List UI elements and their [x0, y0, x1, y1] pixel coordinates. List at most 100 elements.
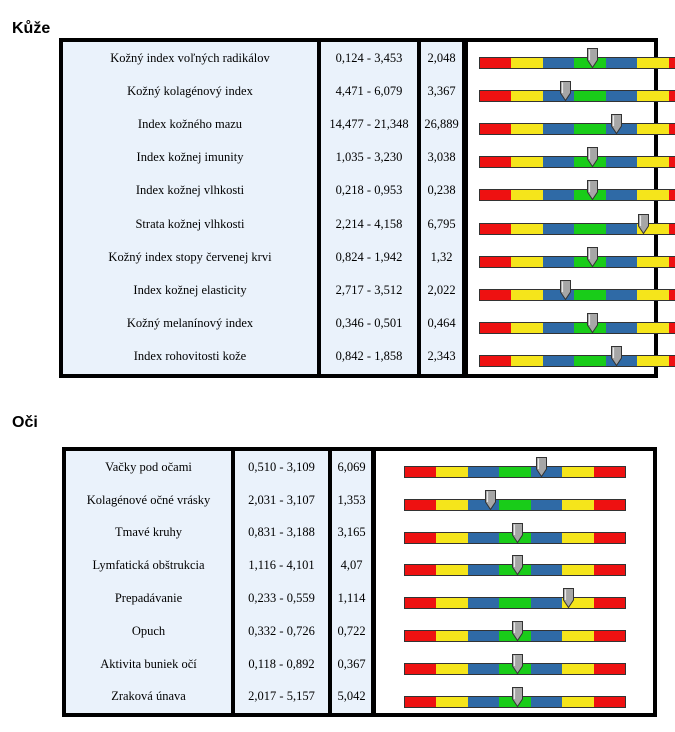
- scale-segment-red: [593, 696, 625, 707]
- scale-segment-red: [480, 223, 512, 234]
- name-column: Vačky pod očami Kolagénové očné vrásky Tma…: [66, 451, 231, 713]
- row-name: Strata kožnej vlhkosti: [135, 216, 245, 231]
- scale-segment-blue: [530, 663, 563, 674]
- scale-segment-yellow: [436, 499, 468, 510]
- scale-segment-blue: [605, 355, 638, 366]
- scale-segment-red: [668, 256, 675, 267]
- row-range: 1,035 - 3,230: [335, 150, 403, 165]
- scale-bar: [404, 466, 626, 478]
- scale-segment-blue: [542, 91, 575, 102]
- row-name: Index kožnej vlhkosti: [135, 183, 245, 198]
- row-range: 0,831 - 3,188: [248, 525, 315, 540]
- scale-segment-red: [405, 467, 437, 477]
- scale-segment-red: [480, 91, 512, 102]
- row-value: 0,722: [337, 623, 366, 638]
- row-range: 2,031 - 3,107: [248, 492, 315, 507]
- scale-segment-red: [405, 499, 437, 510]
- row-name: Kožný index voľných radikálov: [110, 51, 270, 66]
- scale-segment-red: [480, 157, 512, 168]
- scale-segment-yellow: [436, 663, 468, 674]
- scale-segment-yellow: [511, 190, 543, 201]
- scale-segment-red: [668, 58, 675, 68]
- scale-segment-blue: [605, 58, 638, 68]
- scale-segment-red: [668, 223, 675, 234]
- row-value: 5,042: [337, 689, 366, 704]
- scale-segment-red: [480, 190, 512, 201]
- row-value: 6,069: [337, 459, 366, 474]
- scale-segment-red: [405, 663, 437, 674]
- row-range: 2,214 - 4,158: [335, 216, 403, 231]
- scale-segment-blue: [605, 157, 638, 168]
- scale-segment-yellow: [436, 532, 468, 543]
- scale-segment-red: [405, 631, 437, 641]
- scale-segment-red: [480, 58, 512, 68]
- scale-segment-blue: [542, 223, 575, 234]
- row-range: 0,332 - 0,726: [248, 623, 315, 638]
- scale-segment-yellow: [511, 91, 543, 102]
- scale-segment-blue: [467, 532, 500, 543]
- scale-segment-yellow: [562, 598, 594, 609]
- pointer-icon: [536, 457, 548, 477]
- pointer-icon: [485, 489, 497, 510]
- scale-segment-blue: [542, 355, 575, 366]
- row-name: Lymfatická obštrukcia: [92, 558, 205, 573]
- row-value: 2,343: [427, 348, 456, 363]
- section-title-oci: Oči: [12, 414, 38, 431]
- scale-segment-blue: [467, 663, 500, 674]
- scale-segment-yellow: [562, 467, 594, 477]
- row-value: 3,165: [337, 525, 366, 540]
- scale-segment-blue: [542, 190, 575, 201]
- row-name: Index rohovitosti kože: [133, 348, 247, 363]
- scale-segment-blue: [542, 124, 575, 135]
- row-name: Zraková únava: [111, 689, 186, 704]
- pointer-icon: [562, 588, 574, 609]
- scale-segment-red: [668, 190, 675, 201]
- scale-segment-blue: [605, 223, 638, 234]
- scale-bar: [479, 57, 675, 69]
- scale-segment-red: [593, 663, 625, 674]
- pointer-icon: [560, 81, 572, 102]
- scale-segment-blue: [530, 631, 563, 641]
- scale-segment-blue: [467, 631, 500, 641]
- pointer-icon: [511, 621, 523, 641]
- pointer-icon: [511, 686, 523, 707]
- row-range: 0,824 - 1,942: [335, 249, 403, 264]
- scale-segment-red: [480, 124, 512, 135]
- scale-segment-yellow: [511, 289, 543, 300]
- range-column: 0,510 - 3,109 2,031 - 3,107 0,831 - 3,188 1…: [235, 451, 328, 713]
- scale-segment-yellow: [637, 124, 669, 135]
- scale-segment-green: [574, 124, 606, 135]
- scale-segment-red: [668, 322, 675, 333]
- row-range: 0,218 - 0,953: [335, 183, 403, 198]
- scale-segment-red: [668, 289, 675, 300]
- row-range: 2,717 - 3,512: [335, 282, 403, 297]
- scale-segment-red: [480, 289, 512, 300]
- scale-column: [468, 42, 675, 374]
- scale-segment-red: [593, 565, 625, 576]
- row-name: Prepadávanie: [114, 591, 183, 606]
- row-name: Kožný kolagénový index: [127, 84, 253, 99]
- scale-segment-blue: [605, 91, 638, 102]
- scale-segment-blue: [530, 696, 563, 707]
- scale-segment-red: [480, 355, 512, 366]
- row-value: 1,32: [430, 249, 453, 264]
- row-name: Kožný melanínový index: [126, 315, 254, 330]
- scale-segment-yellow: [637, 289, 669, 300]
- scale-segment-yellow: [436, 565, 468, 576]
- row-range: 0,510 - 3,109: [248, 459, 315, 474]
- scale-segment-blue: [542, 58, 575, 68]
- scale-segment-yellow: [511, 256, 543, 267]
- scale-segment-green: [499, 467, 531, 477]
- scale-segment-red: [480, 322, 512, 333]
- scale-segment-red: [668, 355, 675, 366]
- scale-bar: [479, 123, 675, 136]
- row-value: 4,07: [340, 558, 363, 573]
- value-column: 6,069 1,353 3,165 4,07 1,114 0,722 0,367 5,042: [332, 451, 371, 713]
- scale-segment-red: [480, 256, 512, 267]
- scale-segment-yellow: [511, 58, 543, 68]
- range-column: 0,124 - 3,453 4,471 - 6,079 14,477 - 21,34…: [321, 42, 417, 374]
- scale-segment-blue: [467, 565, 500, 576]
- row-name: Kožný index stopy červenej krvi: [108, 249, 272, 264]
- scale-segment-yellow: [436, 467, 468, 477]
- scale-segment-yellow: [511, 322, 543, 333]
